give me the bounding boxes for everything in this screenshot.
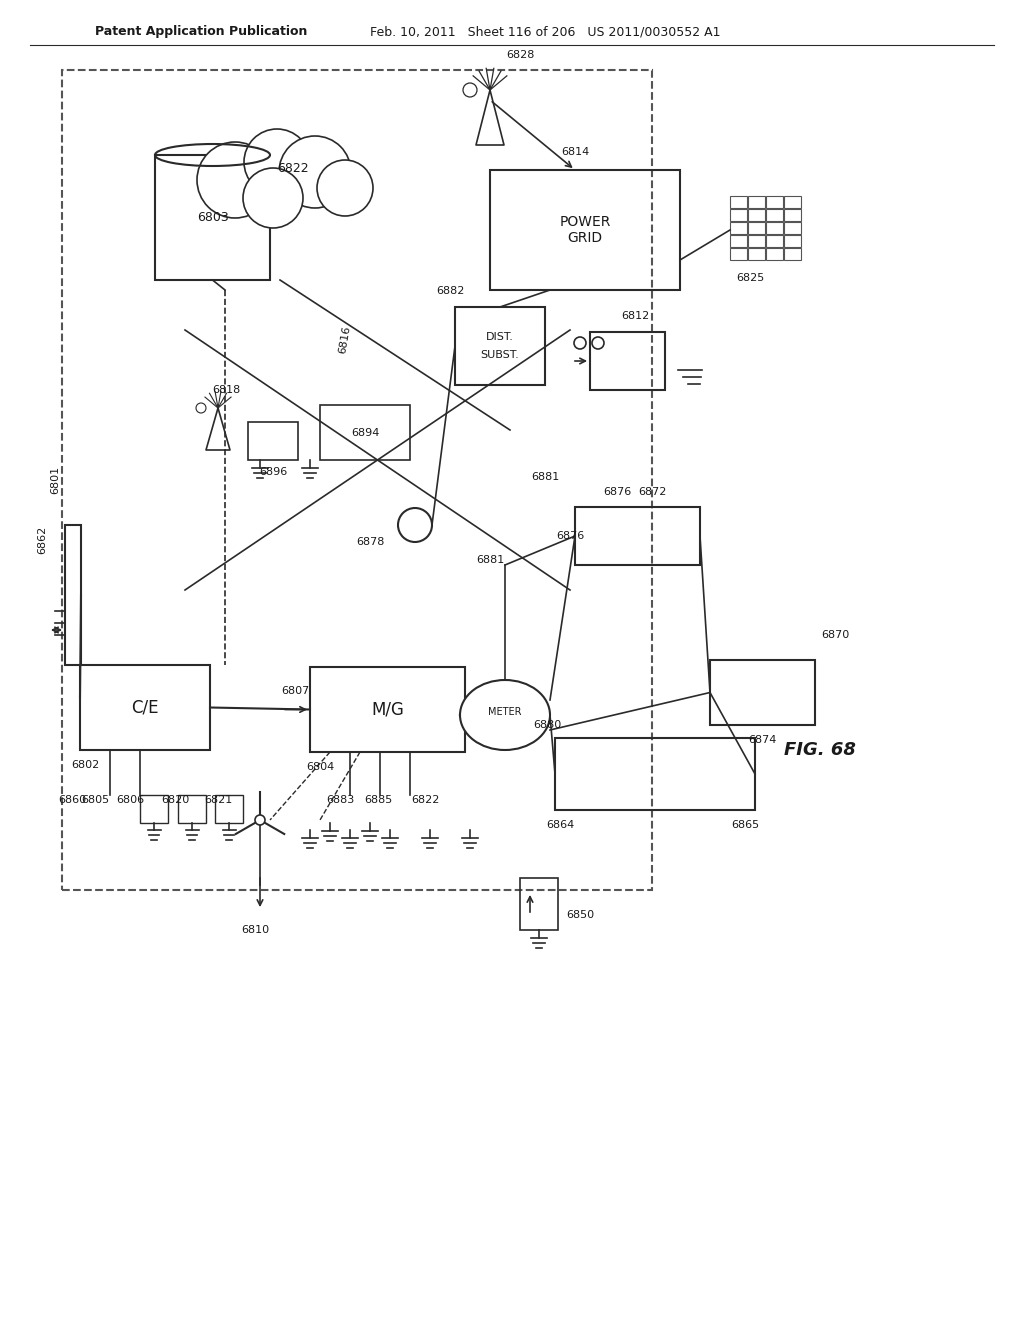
Text: 6810: 6810 [241, 925, 269, 935]
Text: METER: METER [488, 708, 522, 717]
Bar [319, 405, 410, 459]
Text: 6881: 6881 [530, 473, 559, 482]
Bar [520, 878, 558, 931]
Text: 6885: 6885 [364, 795, 392, 805]
Text: Feb. 10, 2011   Sheet 116 of 206   US 2011/0030552 A1: Feb. 10, 2011 Sheet 116 of 206 US 2011/0… [370, 25, 721, 38]
Bar [65, 525, 81, 665]
Bar [766, 235, 783, 247]
Text: 6874: 6874 [749, 735, 776, 744]
Bar [766, 195, 783, 209]
Bar [555, 738, 755, 810]
Text: 6814: 6814 [561, 147, 589, 157]
Text: 6807: 6807 [281, 686, 309, 697]
Text: 6864: 6864 [546, 820, 574, 830]
Circle shape [279, 136, 351, 209]
Bar [730, 222, 746, 234]
Bar [215, 795, 243, 822]
Text: 6820: 6820 [161, 795, 189, 805]
Bar [784, 235, 801, 247]
Bar [310, 667, 465, 752]
Text: 6806: 6806 [116, 795, 144, 805]
Bar [766, 209, 783, 220]
Bar [80, 665, 210, 750]
Circle shape [574, 337, 586, 348]
Text: C/E: C/E [131, 698, 159, 717]
Bar [766, 248, 783, 260]
Text: 6805: 6805 [81, 795, 110, 805]
Text: 6883: 6883 [326, 795, 354, 805]
Bar [155, 154, 270, 280]
Text: 6818: 6818 [212, 385, 240, 395]
Circle shape [592, 337, 604, 348]
Text: 6828: 6828 [506, 50, 535, 59]
Text: 6865: 6865 [731, 820, 759, 830]
Bar [784, 195, 801, 209]
Bar [575, 507, 700, 565]
Bar [748, 222, 765, 234]
Text: 6881: 6881 [476, 554, 504, 565]
Text: 6804: 6804 [306, 762, 334, 772]
Text: 6801: 6801 [50, 466, 60, 494]
Bar [730, 235, 746, 247]
Bar [748, 195, 765, 209]
Text: 6862: 6862 [37, 525, 47, 554]
Circle shape [255, 814, 265, 825]
Text: 6825: 6825 [736, 273, 764, 282]
Bar [490, 170, 680, 290]
Bar [62, 70, 652, 890]
Bar [748, 248, 765, 260]
Text: POWER
GRID: POWER GRID [559, 215, 610, 246]
Bar [730, 209, 746, 220]
Text: 6822: 6822 [411, 795, 439, 805]
Bar [730, 248, 746, 260]
Text: DIST.: DIST. [486, 333, 514, 342]
Text: 6860: 6860 [58, 795, 86, 805]
Circle shape [398, 508, 432, 543]
Circle shape [243, 168, 303, 228]
Circle shape [317, 160, 373, 216]
Bar [455, 308, 545, 385]
Bar [784, 222, 801, 234]
Text: 6802: 6802 [71, 760, 99, 770]
Text: 6880: 6880 [532, 719, 561, 730]
Bar [140, 795, 168, 822]
Text: 6821: 6821 [204, 795, 232, 805]
Text: 6894: 6894 [351, 428, 379, 437]
Bar [748, 209, 765, 220]
Text: 6822: 6822 [278, 161, 309, 174]
Text: 6882: 6882 [436, 286, 464, 296]
Text: 6812: 6812 [621, 312, 649, 321]
Circle shape [244, 129, 310, 195]
Circle shape [197, 143, 273, 218]
Bar [784, 209, 801, 220]
Bar [748, 235, 765, 247]
Text: 6803: 6803 [197, 211, 228, 224]
Text: 6850: 6850 [566, 909, 594, 920]
Text: 6896: 6896 [259, 467, 287, 477]
Bar [178, 795, 206, 822]
Text: 6878: 6878 [355, 537, 384, 546]
Bar [784, 248, 801, 260]
Text: 6816: 6816 [338, 325, 352, 355]
Text: Patent Application Publication: Patent Application Publication [95, 25, 307, 38]
Text: SUBST.: SUBST. [480, 350, 519, 360]
Ellipse shape [460, 680, 550, 750]
Text: FIG. 68: FIG. 68 [784, 741, 856, 759]
Bar [590, 333, 665, 389]
Text: M/G: M/G [371, 701, 403, 718]
Text: 6876: 6876 [556, 531, 584, 541]
Bar [766, 222, 783, 234]
Text: 6872: 6872 [638, 487, 667, 498]
Text: 6870: 6870 [821, 630, 849, 640]
Bar [710, 660, 815, 725]
Bar [248, 422, 298, 459]
Text: 6876: 6876 [603, 487, 632, 498]
Bar [730, 195, 746, 209]
